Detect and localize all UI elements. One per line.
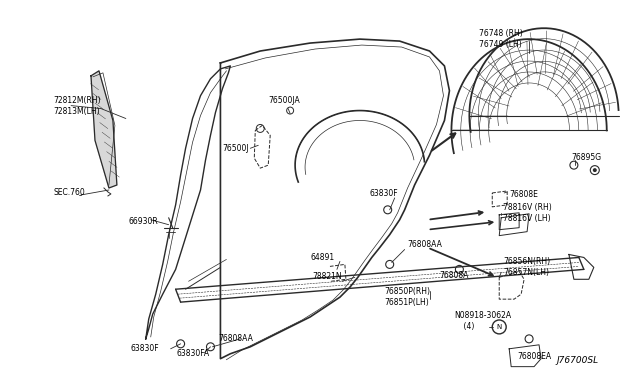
Polygon shape [91,71,117,188]
Text: 76808E: 76808E [509,190,538,199]
Text: J76700SL: J76700SL [557,356,599,365]
Text: 76500JA: 76500JA [268,96,300,105]
Text: 76808AA: 76808AA [408,240,442,249]
Text: N08918-3062A
    (4): N08918-3062A (4) [454,311,511,331]
Text: 63830F: 63830F [370,189,399,198]
Text: 76500J: 76500J [223,144,249,153]
Circle shape [593,168,596,172]
Text: 76850P(RH)
76851P(LH): 76850P(RH) 76851P(LH) [385,287,431,307]
Text: 76748 (RH)
76749 (LH): 76748 (RH) 76749 (LH) [479,29,523,49]
Text: N: N [497,324,502,330]
Text: 63830FA: 63830FA [177,349,210,358]
Text: 64891: 64891 [310,253,334,262]
Text: 78816V (RH)
78816V (LH): 78816V (RH) 78816V (LH) [503,203,552,223]
Text: 76808AA: 76808AA [218,334,253,343]
Text: 76808A: 76808A [440,271,469,280]
Text: 66930R: 66930R [129,217,159,226]
Text: 78821N: 78821N [312,272,342,281]
Text: 76856N(RH)
76857N(LH): 76856N(RH) 76857N(LH) [503,257,550,278]
Text: 76808EA: 76808EA [517,352,551,361]
Text: 63830F: 63830F [131,344,159,353]
Text: 72812M(RH)
72813M(LH): 72812M(RH) 72813M(LH) [53,96,100,116]
Text: SEC.760: SEC.760 [53,189,85,198]
Text: 76895G: 76895G [571,153,601,162]
